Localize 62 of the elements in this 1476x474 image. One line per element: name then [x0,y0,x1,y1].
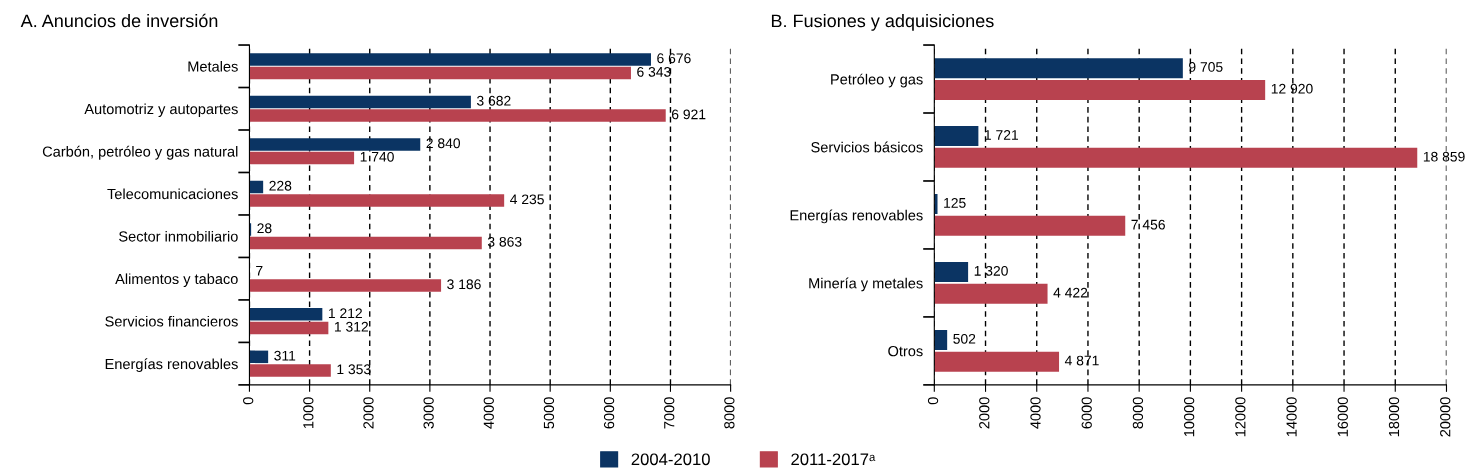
data-label: 1 721 [985,130,1019,140]
data-label: 18 859 [1423,151,1465,162]
data-label: 1 320 [974,265,1008,276]
x-tick-label: 7000 [664,397,675,429]
y-tick-label: Carbón, petróleo y gas natural [42,145,238,160]
chart-title: A. Anuncios de inversión [20,13,218,28]
data-label: 12 920 [1271,83,1313,94]
data-label: 311 [274,350,296,361]
data-label: 3 682 [476,95,511,106]
legend-label: 2011-2017ᵃ [791,453,876,466]
x-tick-label: 1000 [303,397,314,429]
x-tick-label: 0 [927,397,939,405]
data-label: 1 312 [334,321,368,332]
x-tick-label: 16000 [1337,397,1348,437]
data-label: 3 863 [487,236,522,247]
data-label: 3 186 [447,279,481,290]
x-tick-label: 4000 [483,397,494,429]
x-tick-label: 0 [243,397,254,405]
x-tick-label: 2000 [979,397,990,429]
data-label: 6 921 [671,109,706,120]
data-label: 28 [257,223,272,234]
y-tick-label: Alimentos y tabaco [115,273,238,287]
data-label: 1 353 [337,364,371,375]
y-tick-label: Servicios básicos [811,141,923,153]
data-label: 6 676 [657,53,691,64]
x-tick-label: 5000 [543,397,555,429]
x-tick-label: 18000 [1388,397,1400,437]
y-tick-label: Servicios financieros [105,315,238,327]
x-tick-label: 6000 [1081,397,1092,429]
data-label: 125 [944,197,966,208]
chart-title: B. Fusiones y adquisiciones [771,13,994,31]
data-label: 6 343 [637,66,671,77]
data-label: 7 [256,265,263,276]
data-label: 1 740 [360,151,394,162]
x-tick-label: 12000 [1235,397,1246,437]
data-label: 4 871 [1064,355,1099,366]
y-tick-label: Sector inmobiliario [119,230,238,242]
y-tick-label: Energías renovables [790,209,923,224]
data-label: 1 212 [328,308,362,318]
x-tick-label: 4000 [1030,397,1041,429]
data-label: 7 456 [1131,219,1165,230]
x-tick-label: 2000 [363,397,374,429]
data-label: 228 [269,180,292,191]
data-label: 4 235 [510,194,544,205]
data-label: 2 840 [426,138,461,149]
y-tick-label: Energías renovables [105,358,238,373]
x-tick-label: 3000 [423,397,434,429]
y-tick-label: Automotriz y autopartes [84,103,238,118]
x-tick-label: 14000 [1286,397,1297,437]
legend-label: 2004-2010 [631,453,710,466]
x-tick-label: 20000 [1440,397,1451,437]
y-tick-label: Telecomunicaciones [107,188,238,200]
x-tick-label: 10000 [1183,397,1195,437]
y-tick-label: Otros [888,346,923,357]
x-tick-label: 6000 [603,397,615,429]
x-tick-label: 8000 [724,397,735,429]
y-tick-label: Petróleo y gas [831,73,923,88]
x-tick-label: 8000 [1132,397,1144,429]
data-label: 4 422 [1053,287,1088,298]
y-tick-label: Metales [188,60,238,72]
data-label: 502 [953,333,976,344]
y-tick-label: Minería y metales [809,277,923,292]
